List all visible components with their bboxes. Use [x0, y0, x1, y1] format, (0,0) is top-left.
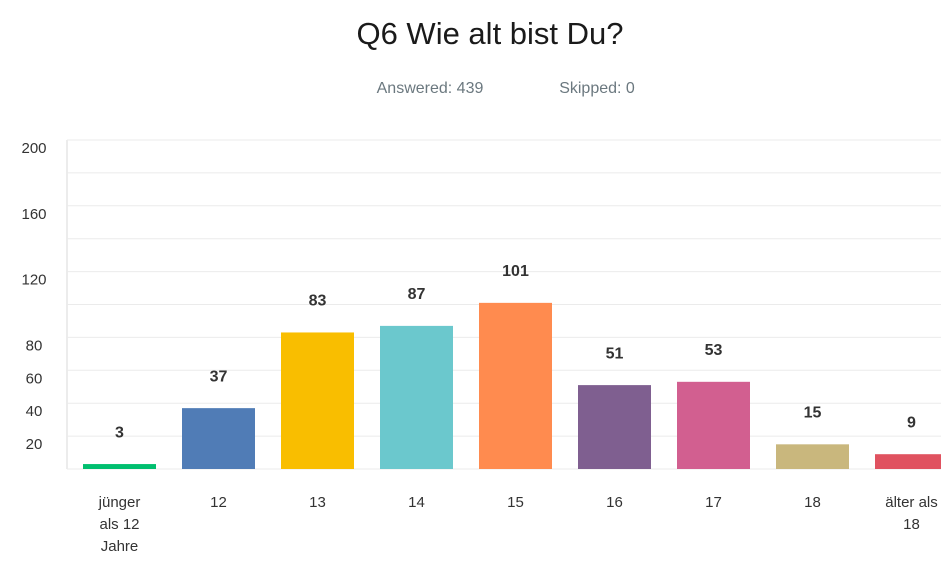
value-label: 87	[408, 286, 426, 303]
y-tick-label: 200	[21, 140, 46, 157]
value-label: 9	[907, 414, 916, 431]
value-label: 37	[210, 368, 228, 385]
y-tick-label: 60	[26, 370, 43, 387]
x-tick-label: 15	[507, 494, 524, 511]
bar	[380, 325, 453, 469]
x-tick-label: 16	[606, 494, 623, 511]
y-tick-label: 80	[26, 337, 43, 354]
x-tick-label: 13	[309, 494, 326, 511]
bar	[776, 444, 849, 469]
value-label: 101	[502, 263, 529, 280]
bar	[677, 381, 750, 469]
bar	[479, 302, 552, 469]
x-tick-label: 14	[408, 494, 425, 511]
bar	[875, 454, 941, 469]
skipped: Skipped: 0	[559, 80, 635, 97]
bar	[83, 464, 156, 469]
value-label: 3	[115, 424, 124, 441]
x-tick-label: 12	[210, 494, 227, 511]
x-tick-label: jünger als 12 Jahre	[98, 494, 141, 555]
answered: Answered: 439	[377, 80, 484, 97]
y-tick-label: 160	[21, 206, 46, 223]
chart-title: Q6 Wie alt bist Du?	[356, 16, 623, 51]
y-tick-label: 40	[26, 403, 43, 420]
bar	[578, 385, 651, 469]
value-label: 51	[606, 345, 624, 362]
y-tick-label: 120	[21, 272, 46, 289]
y-tick-label: 20	[26, 436, 43, 453]
value-label: 15	[804, 405, 822, 422]
bar	[281, 332, 354, 469]
value-label: 53	[705, 342, 723, 359]
bar	[182, 408, 255, 469]
x-tick-label: 17	[705, 494, 722, 511]
x-tick-label: älter als 18	[885, 494, 938, 533]
x-tick-label: 18	[804, 494, 821, 511]
value-label: 83	[309, 293, 327, 310]
